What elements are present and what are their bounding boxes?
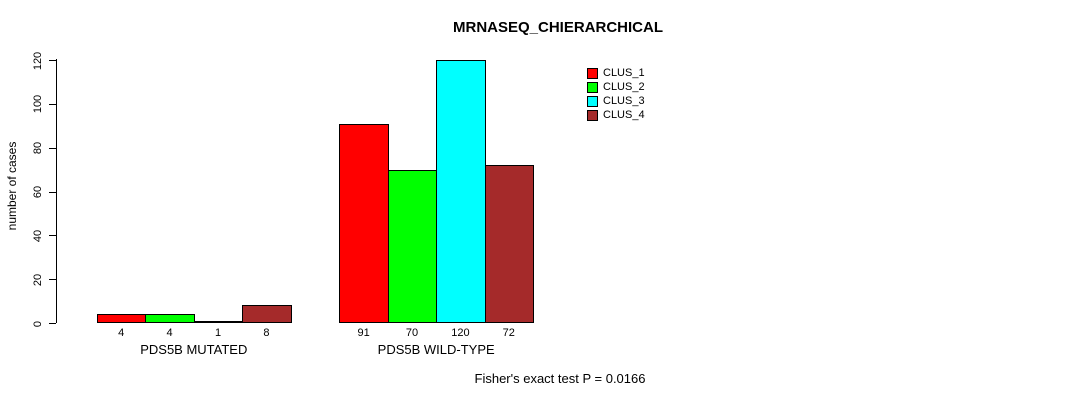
legend-swatch-clus_1 — [587, 67, 598, 79]
bar-clus_3-2 — [436, 60, 486, 323]
bar-clus_2-1 — [145, 314, 195, 323]
y-tick — [49, 60, 56, 61]
legend-item: CLUS_4 — [587, 108, 645, 122]
y-tick-label: 80 — [32, 142, 44, 155]
bar-value-label: 8 — [263, 327, 270, 339]
legend-label: CLUS_4 — [603, 109, 645, 121]
bar-value-label: 4 — [118, 327, 125, 339]
annotation-text: Fisher's exact test P = 0.0166 — [474, 371, 646, 386]
legend-swatch-clus_3 — [587, 95, 598, 107]
legend-item: CLUS_2 — [587, 80, 645, 94]
legend-swatch-clus_4 — [587, 109, 598, 121]
legend-label: CLUS_3 — [603, 95, 645, 107]
y-tick — [49, 279, 56, 281]
legend-item: CLUS_3 — [587, 94, 645, 108]
y-tick-label: 40 — [32, 229, 44, 242]
y-axis-label: number of cases — [5, 141, 19, 231]
bar-clus_1-1 — [97, 314, 147, 323]
bar-clus_4-2 — [484, 165, 534, 323]
legend-item: CLUS_1 — [587, 66, 645, 80]
bar-clus_1-2 — [339, 123, 389, 323]
bar-value-label: 120 — [451, 327, 470, 339]
legend: CLUS_1 CLUS_2 CLUS_3 CLUS_4 — [587, 66, 645, 122]
legend-swatch-clus_2 — [587, 81, 598, 93]
y-tick — [49, 323, 56, 324]
bar-value-label: 70 — [405, 327, 419, 339]
bar-clus_4-1 — [242, 305, 292, 323]
y-tick-label: 0 — [32, 320, 44, 327]
bar-value-label: 72 — [502, 327, 515, 339]
bar-value-label: 4 — [166, 327, 173, 339]
y-tick-label: 20 — [32, 273, 44, 286]
y-tick — [49, 235, 56, 237]
bar-clus_2-2 — [387, 169, 438, 323]
x-category-label: PDS5B WILD-TYPE — [377, 342, 495, 357]
bar-value-label: 91 — [357, 327, 370, 339]
bar-clus_3-1 — [193, 320, 244, 323]
y-tick-label: 100 — [32, 95, 44, 114]
chart-title: MRNASEQ_CHIERARCHICAL — [452, 19, 664, 36]
y-tick — [49, 191, 56, 193]
legend-label: CLUS_1 — [603, 67, 645, 79]
y-axis-line — [56, 59, 57, 323]
y-tick-label: 60 — [32, 185, 44, 199]
y-tick — [49, 103, 56, 105]
legend-label: CLUS_2 — [603, 81, 645, 93]
y-tick-label: 120 — [32, 51, 44, 70]
x-category-label: PDS5B MUTATED — [140, 342, 248, 357]
bar-value-label: 1 — [214, 327, 222, 339]
y-tick — [49, 147, 56, 149]
